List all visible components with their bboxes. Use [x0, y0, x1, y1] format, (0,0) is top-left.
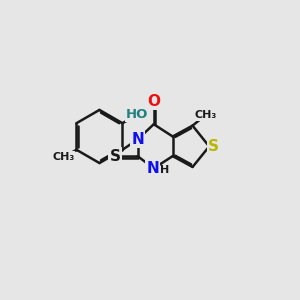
Text: CH₃: CH₃	[52, 152, 74, 162]
Text: CH₃: CH₃	[195, 110, 217, 120]
Text: N: N	[131, 132, 144, 147]
Text: N: N	[146, 161, 159, 176]
Text: S: S	[208, 139, 219, 154]
Text: HO: HO	[126, 108, 148, 121]
Text: H: H	[160, 165, 170, 176]
Text: S: S	[110, 148, 121, 164]
Text: O: O	[147, 94, 160, 109]
